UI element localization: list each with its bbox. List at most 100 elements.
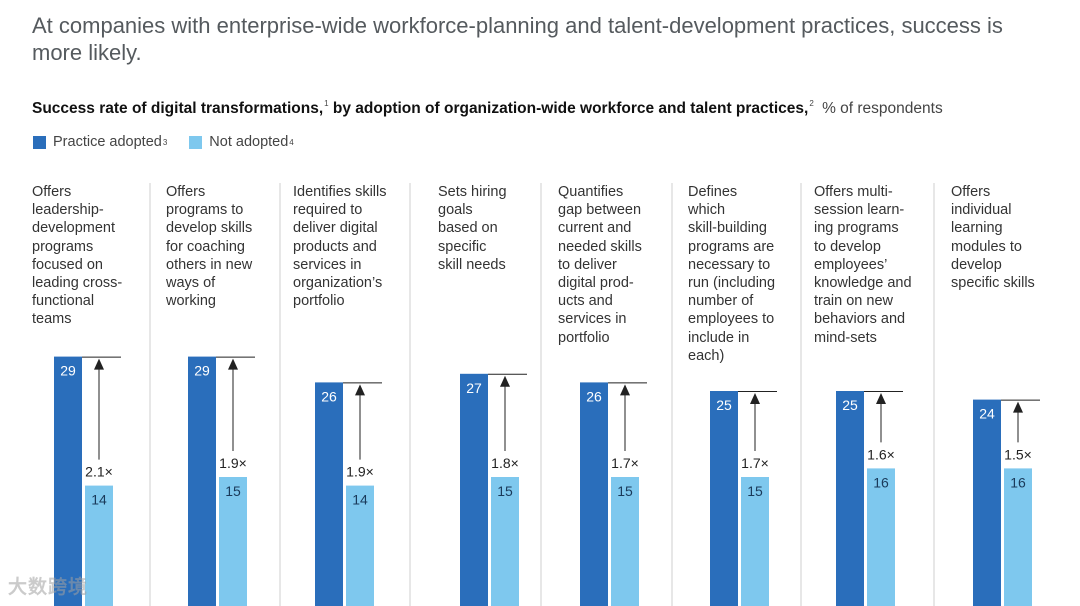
multiplier-label: 1.9× xyxy=(346,464,374,480)
category-label-line: services in xyxy=(293,256,362,273)
multiplier-label: 1.7× xyxy=(611,455,639,471)
bar-not-adopted xyxy=(741,477,769,606)
category-label-line: goals xyxy=(438,202,473,219)
category-label: Sets hiring goals based on specific skill ne… xyxy=(438,183,507,274)
category-label-line: organization’s xyxy=(293,275,383,292)
multiplier-arrow-head xyxy=(94,358,104,370)
category-label: Offers leadership-development programs focu… xyxy=(32,183,122,329)
multiplier-arrow-head xyxy=(355,384,365,396)
category-label-line: each) xyxy=(688,347,725,364)
category-label-line: include in xyxy=(688,329,750,346)
category-label-line: programs to xyxy=(166,202,244,219)
value-label-practice-adopted: 25 xyxy=(716,397,732,413)
category-label: Identifies skills required to deliver digi… xyxy=(293,183,386,310)
multiplier-arrow-head xyxy=(500,375,510,387)
value-label-not-adopted: 14 xyxy=(91,492,107,508)
value-label-not-adopted: 15 xyxy=(497,483,513,499)
multiplier-label: 1.5× xyxy=(1004,446,1032,462)
value-label-practice-adopted: 26 xyxy=(586,388,602,404)
category-label-line: programs xyxy=(32,238,94,255)
bar-not-adopted xyxy=(1004,468,1032,606)
category-label-line: Sets hiring xyxy=(438,184,507,200)
category-label-line: knowledge and xyxy=(814,275,912,292)
bar-not-adopted xyxy=(611,477,639,606)
bar-not-adopted xyxy=(346,485,374,606)
value-label-not-adopted: 15 xyxy=(747,483,763,499)
category-label-line: required to xyxy=(293,202,363,219)
bar-practice-adopted xyxy=(460,373,488,606)
multiplier-label: 2.1× xyxy=(85,464,113,480)
bar-not-adopted xyxy=(219,477,247,606)
bar-not-adopted xyxy=(85,485,113,606)
headline: At companies with enterprise-wide workfo… xyxy=(32,13,1003,65)
category-label-line: to develop xyxy=(814,238,881,255)
bar-practice-adopted xyxy=(710,391,738,606)
legend-label-adopted: Practice adopted xyxy=(53,134,162,150)
subtitle-part-1: Success rate of digital transformations, xyxy=(32,100,324,117)
legend-footnote-adopted: 3 xyxy=(162,137,168,147)
legend: Practice adopted 3 Not adopted 4 xyxy=(33,134,316,150)
bar-not-adopted xyxy=(867,468,895,606)
category-label-line: skill-building xyxy=(688,220,767,237)
category-label: Defines which skill-building programs are ne… xyxy=(688,183,775,365)
category-label-line: Identifies skills xyxy=(293,184,387,200)
category-label-line: portfolio xyxy=(558,329,610,346)
category-label-line: leadership- xyxy=(32,202,104,219)
category-label-line: products and xyxy=(293,238,377,255)
category-label-line: gap between xyxy=(558,202,642,219)
multiplier-arrow-head xyxy=(228,358,238,370)
category-label-line: focused on xyxy=(32,256,103,273)
category-label-line: ways of xyxy=(166,275,216,292)
category-label-line: programs are xyxy=(688,238,775,255)
value-label-not-adopted: 15 xyxy=(225,483,241,499)
category-label-line: teams xyxy=(32,311,72,328)
category-label-line: functional xyxy=(32,293,95,310)
multiplier-arrow-head xyxy=(620,384,630,396)
category-label-line: session learn- xyxy=(814,202,905,219)
category-label-line: portfolio xyxy=(293,293,345,310)
category-label-line: based on xyxy=(438,220,498,237)
category-label-line: ing programs xyxy=(814,220,899,237)
category-label-line: develop xyxy=(951,256,1002,273)
category-label-line: behaviors and xyxy=(814,311,906,328)
category-label: Offers programs to develop skills for coach… xyxy=(166,183,252,310)
category-label-line: employees to xyxy=(688,311,775,328)
category-label-line: develop skills xyxy=(166,220,253,237)
value-label-practice-adopted: 29 xyxy=(194,363,210,379)
category-label-line: services in xyxy=(558,311,627,328)
value-label-practice-adopted: 26 xyxy=(321,388,337,404)
watermark: 大数跨境 xyxy=(8,577,89,598)
legend-item-adopted: Practice adopted 3 xyxy=(33,134,167,150)
value-label-practice-adopted: 27 xyxy=(466,380,482,396)
bar-practice-adopted xyxy=(315,382,343,606)
multiplier-arrow-head xyxy=(876,393,886,404)
category-label-line: modules to xyxy=(951,238,1022,255)
category-label-line: mind-sets xyxy=(814,329,877,346)
multiplier-label: 1.6× xyxy=(867,446,895,462)
value-label-not-adopted: 16 xyxy=(873,474,889,490)
subtitle-unit: % of respondents xyxy=(822,100,943,117)
category-label-line: digital prod- xyxy=(558,275,634,292)
value-label-not-adopted: 14 xyxy=(352,492,368,508)
category-label: Offers individual learning modules to develo… xyxy=(951,183,1035,292)
multiplier-arrow-head xyxy=(750,393,760,404)
subtitle-footnote-1: 1 xyxy=(324,99,329,108)
category-label-line: development xyxy=(32,220,116,237)
legend-swatch-not-adopted xyxy=(189,135,203,149)
bar-practice-adopted xyxy=(54,356,82,606)
category-label-line: specific xyxy=(438,238,487,255)
category-label-line: deliver digital xyxy=(293,220,378,237)
bar-practice-adopted xyxy=(580,382,608,606)
multiplier-label: 1.7× xyxy=(741,455,769,471)
category-label-line: Offers xyxy=(951,184,991,200)
category-label-line: Quantifies xyxy=(558,184,624,200)
bar-practice-adopted xyxy=(836,391,864,606)
category-label-line: working xyxy=(166,293,216,310)
category-label-line: leading cross- xyxy=(32,275,123,292)
category-label-line: learning xyxy=(951,220,1003,237)
legend-label-not-adopted: Not adopted xyxy=(209,134,289,150)
value-label-practice-adopted: 25 xyxy=(842,397,858,413)
category-label-line: others in new xyxy=(166,256,253,273)
bar-practice-adopted xyxy=(973,399,1001,606)
